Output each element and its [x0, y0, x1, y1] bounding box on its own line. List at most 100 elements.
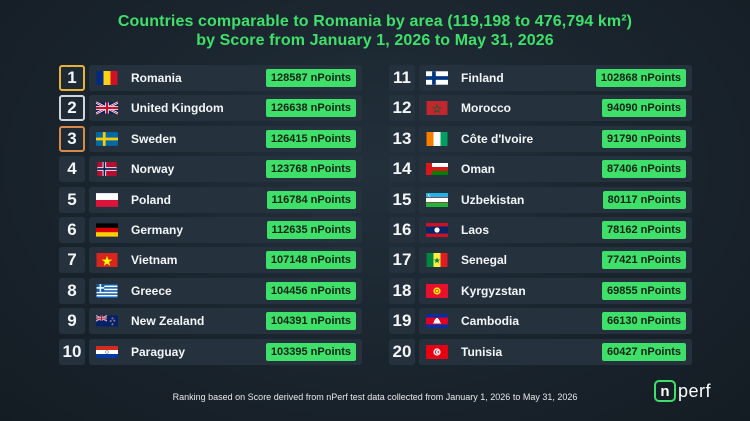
poland-flag-icon — [96, 192, 118, 207]
score-badge: 91790 nPoints — [602, 129, 686, 148]
rank-badge: 4 — [59, 156, 85, 183]
tunisia-flag-icon — [426, 344, 448, 359]
score-badge: 116784 nPoints — [266, 190, 356, 209]
rank-badge: 16 — [389, 216, 415, 243]
ranking-row: 9 New Zealand 104391 nPoints — [59, 308, 362, 335]
rank-badge: 2 — [59, 95, 85, 122]
rank-badge: 17 — [389, 247, 415, 274]
ranking-card: Greece 104456 nPoints — [89, 277, 362, 304]
country-name: Norway — [131, 162, 175, 177]
ranking-row: 17 Senegal 77421 nPoints — [389, 247, 692, 274]
uzbekistan-flag-icon — [426, 192, 448, 207]
score-badge: 80117 nPoints — [602, 190, 686, 209]
ranking-row: 16 Laos 78162 nPoints — [389, 216, 692, 243]
rank-badge: 1 — [59, 65, 85, 91]
ranking-card: Vietnam 107148 nPoints — [89, 247, 362, 274]
logo-n-mark: n — [654, 380, 676, 402]
ranking-card: Romania 128587 nPoints — [89, 65, 362, 91]
score-badge: 102868 nPoints — [595, 69, 686, 87]
ranking-card: Tunisia 60427 nPoints — [419, 338, 692, 365]
country-name: Sweden — [131, 131, 177, 146]
oman-flag-icon — [426, 162, 448, 176]
ranking-row: 4 Norway 123768 nPoints — [59, 156, 362, 183]
paraguay-flag-icon — [96, 345, 118, 359]
ranking-card: Uzbekistan 80117 nPoints — [419, 186, 692, 213]
rank-badge: 13 — [389, 125, 415, 152]
country-name: Côte d'Ivoire — [461, 131, 534, 146]
rank-badge: 15 — [389, 186, 415, 213]
country-name: United Kingdom — [131, 101, 224, 116]
ranking-row: 5 Poland 116784 nPoints — [59, 186, 362, 213]
ranking-row: 2 United Kingdom 126638 nPoints — [59, 95, 362, 122]
ranking-card: Cambodia 66130 nPoints — [419, 308, 692, 335]
score-badge: 107148 nPoints — [265, 251, 356, 270]
rank-badge: 11 — [389, 65, 415, 91]
ranking-row: 15 Uzbekistan 80117 nPoints — [389, 186, 692, 213]
ranking-row: 1 Romania 128587 nPoints — [59, 65, 362, 91]
country-name: Kyrgyzstan — [461, 283, 526, 298]
score-badge: 128587 nPoints — [265, 69, 356, 87]
norway-flag-icon — [96, 162, 118, 177]
country-name: New Zealand — [131, 314, 205, 329]
country-name: Tunisia — [461, 344, 503, 359]
country-name: Morocco — [461, 101, 512, 116]
united-kingdom-flag-icon — [96, 101, 118, 115]
ranking-row: 6 Germany 112635 nPoints — [59, 216, 362, 243]
rank-badge: 14 — [389, 156, 415, 183]
logo-wordmark: perf — [678, 380, 712, 401]
ranking-card: Oman 87406 nPoints — [419, 156, 692, 183]
score-badge: 104391 nPoints — [265, 312, 356, 331]
ranking-card: Paraguay 103395 nPoints — [89, 338, 362, 365]
rank-badge: 20 — [389, 338, 415, 365]
greece-flag-icon — [96, 283, 118, 298]
cote-divoire-flag-icon — [426, 131, 448, 146]
score-badge: 94090 nPoints — [602, 99, 686, 118]
ranking-row: 20 Tunisia 60427 nPoints — [389, 338, 692, 365]
rank-badge: 10 — [59, 338, 85, 365]
rank-badge: 18 — [389, 277, 415, 304]
ranking-card: Côte d'Ivoire 91790 nPoints — [419, 125, 692, 152]
country-name: Greece — [131, 283, 172, 298]
score-badge: 103395 nPoints — [265, 342, 356, 361]
rank-badge: 19 — [389, 308, 415, 335]
score-badge: 69855 nPoints — [602, 281, 686, 300]
rank-badge: 8 — [59, 277, 85, 304]
ranking-card: Finland 102868 nPoints — [419, 65, 692, 91]
country-name: Laos — [461, 222, 490, 237]
score-badge: 112635 nPoints — [266, 220, 356, 239]
ranking-card: United Kingdom 126638 nPoints — [89, 95, 362, 122]
morocco-flag-icon — [426, 101, 448, 116]
rank-badge: 6 — [59, 216, 85, 243]
cambodia-flag-icon — [426, 314, 448, 329]
rank-badge: 7 — [59, 247, 85, 274]
score-badge: 126415 nPoints — [265, 129, 356, 148]
germany-flag-icon — [96, 223, 118, 237]
footer-note: Ranking based on Score derived from nPer… — [172, 392, 578, 402]
score-badge: 66130 nPoints — [602, 312, 686, 331]
score-badge: 87406 nPoints — [602, 160, 686, 179]
ranking-row: 13 Côte d'Ivoire 91790 nPoints — [389, 125, 692, 152]
score-badge: 123768 nPoints — [265, 160, 356, 179]
country-name: Germany — [131, 222, 184, 237]
ranking-row: 7 Vietnam 107148 nPoints — [59, 247, 362, 274]
ranking-card: Norway 123768 nPoints — [89, 156, 362, 183]
ranking-card: Senegal 77421 nPoints — [419, 247, 692, 274]
title-line-1: Countries comparable to Romania by area … — [117, 13, 633, 30]
ranking-row: 3 Sweden 126415 nPoints — [59, 125, 362, 152]
country-name: Oman — [461, 162, 496, 177]
ranking-card: Poland 116784 nPoints — [89, 186, 362, 213]
finland-flag-icon — [426, 71, 448, 85]
score-badge: 126638 nPoints — [265, 99, 356, 118]
kyrgyzstan-flag-icon — [426, 283, 448, 298]
ranking-row: 11 Finland 102868 nPoints — [389, 65, 692, 91]
ranking-card: Morocco 94090 nPoints — [419, 95, 692, 122]
country-name: Vietnam — [131, 253, 178, 268]
country-name: Cambodia — [461, 314, 520, 329]
ranking-card: Laos 78162 nPoints — [419, 216, 692, 243]
country-name: Poland — [131, 192, 172, 207]
new-zealand-flag-icon — [96, 314, 118, 328]
rank-badge: 5 — [59, 186, 85, 213]
country-name: Romania — [131, 71, 182, 85]
ranking-card: Germany 112635 nPoints — [89, 216, 362, 243]
ranking-row: 18 Kyrgyzstan 69855 nPoints — [389, 277, 692, 304]
